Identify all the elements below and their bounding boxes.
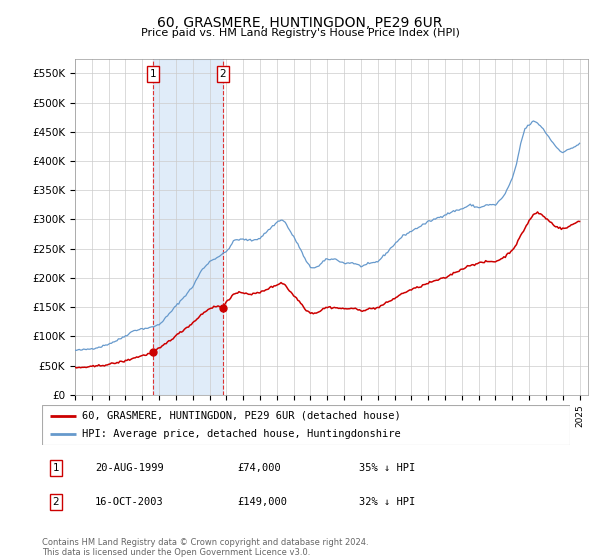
Text: Contains HM Land Registry data © Crown copyright and database right 2024.
This d: Contains HM Land Registry data © Crown c…: [42, 538, 368, 557]
Text: HPI: Average price, detached house, Huntingdonshire: HPI: Average price, detached house, Hunt…: [82, 430, 400, 439]
Bar: [153, 59, 223, 395]
Text: 2: 2: [220, 69, 226, 79]
Text: £149,000: £149,000: [238, 497, 287, 507]
Text: 1: 1: [53, 463, 59, 473]
Text: 2: 2: [53, 497, 59, 507]
Text: 60, GRASMERE, HUNTINGDON, PE29 6UR (detached house): 60, GRASMERE, HUNTINGDON, PE29 6UR (deta…: [82, 411, 400, 421]
Text: £74,000: £74,000: [238, 463, 281, 473]
Text: 60, GRASMERE, HUNTINGDON, PE29 6UR: 60, GRASMERE, HUNTINGDON, PE29 6UR: [157, 16, 443, 30]
Text: 16-OCT-2003: 16-OCT-2003: [95, 497, 164, 507]
Text: 32% ↓ HPI: 32% ↓ HPI: [359, 497, 415, 507]
Text: Price paid vs. HM Land Registry's House Price Index (HPI): Price paid vs. HM Land Registry's House …: [140, 28, 460, 38]
Text: 1: 1: [150, 69, 157, 79]
Text: 20-AUG-1999: 20-AUG-1999: [95, 463, 164, 473]
Text: 35% ↓ HPI: 35% ↓ HPI: [359, 463, 415, 473]
